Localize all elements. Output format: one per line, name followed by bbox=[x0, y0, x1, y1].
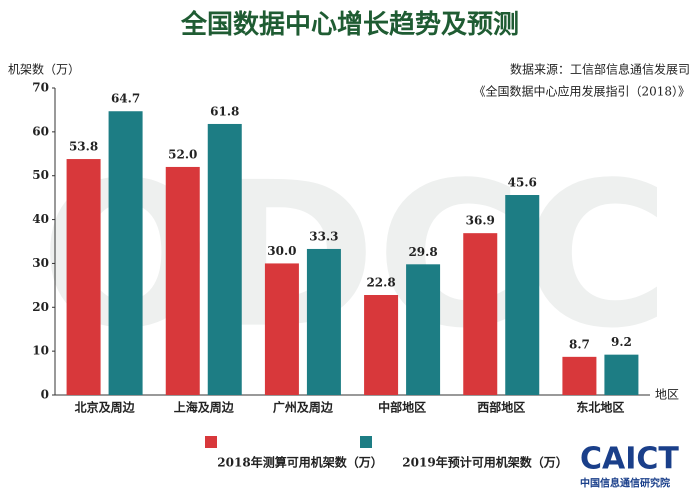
bar bbox=[604, 354, 639, 395]
bar bbox=[165, 166, 200, 395]
value-label: 53.8 bbox=[69, 140, 98, 154]
source: 数据来源：工信部信息通信发展司 bbox=[510, 62, 690, 77]
y-tick-label: 60 bbox=[32, 124, 49, 138]
value-label: 61.8 bbox=[210, 104, 239, 118]
watermark: ODCC bbox=[40, 140, 670, 373]
value-label: 52.0 bbox=[168, 147, 197, 161]
bar bbox=[406, 264, 441, 395]
x-tick-label: 北京及周边 bbox=[75, 400, 136, 415]
y-tick-label: 50 bbox=[32, 168, 49, 182]
y-tick-label: 40 bbox=[32, 212, 49, 226]
bar bbox=[463, 233, 498, 395]
y-tick-label: 20 bbox=[32, 300, 49, 314]
bar bbox=[306, 248, 341, 395]
legend-label: 2018年测算可用机架数（万） bbox=[217, 455, 382, 470]
value-label: 45.6 bbox=[508, 176, 537, 190]
x-axis-label: 地区 bbox=[655, 388, 679, 402]
logo: CAICT bbox=[580, 442, 679, 477]
y-tick-label: 30 bbox=[32, 256, 49, 270]
value-label: 29.8 bbox=[408, 245, 437, 259]
legend-swatch bbox=[360, 436, 372, 448]
x-tick-label: 广州及周边 bbox=[273, 400, 334, 415]
x-tick-label: 上海及周边 bbox=[174, 400, 235, 415]
value-label: 33.3 bbox=[309, 229, 338, 243]
legend-swatch bbox=[205, 436, 217, 448]
value-label: 30.0 bbox=[267, 244, 296, 258]
bar bbox=[264, 263, 299, 395]
bar bbox=[364, 295, 399, 395]
value-label: 36.9 bbox=[466, 214, 495, 228]
logo-subtitle: 中国信息通信研究院 bbox=[580, 477, 670, 490]
bar bbox=[505, 195, 540, 395]
source: 《全国数据中心应用发展指引（2018）》 bbox=[473, 84, 690, 99]
bar bbox=[66, 159, 101, 395]
bar bbox=[108, 111, 143, 395]
x-tick-label: 西部地区 bbox=[477, 400, 525, 415]
y-axis-label: 机架数（万） bbox=[8, 62, 80, 77]
x-tick-label: 东北地区 bbox=[576, 400, 624, 415]
y-tick-label: 0 bbox=[41, 388, 49, 402]
value-label: 8.7 bbox=[569, 337, 590, 351]
y-tick-label: 10 bbox=[32, 344, 49, 358]
chart-title: 全国数据中心增长趋势及预测 bbox=[180, 9, 519, 40]
y-tick-label: 70 bbox=[32, 81, 49, 95]
value-label: 22.8 bbox=[366, 276, 395, 290]
value-label: 9.2 bbox=[611, 335, 632, 349]
x-tick-label: 中部地区 bbox=[378, 400, 426, 415]
value-label: 64.7 bbox=[111, 92, 140, 106]
bar bbox=[562, 356, 597, 395]
bar bbox=[207, 123, 242, 395]
legend-label: 2019年预计可用机架数（万） bbox=[402, 455, 567, 470]
